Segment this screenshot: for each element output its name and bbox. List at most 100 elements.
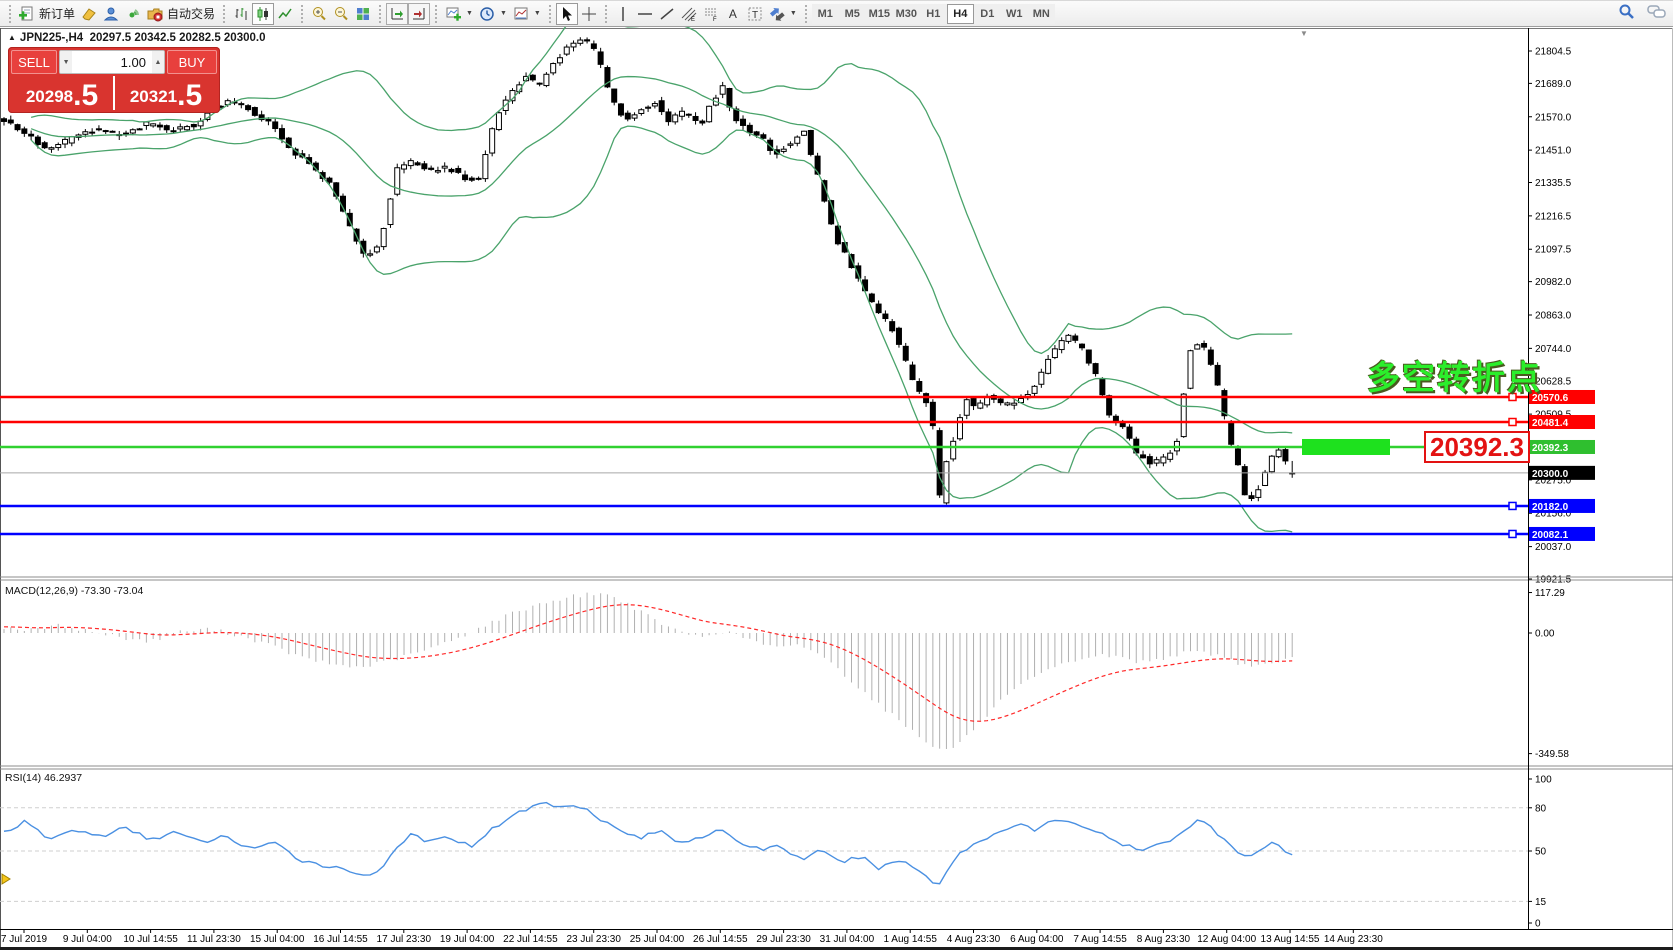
vertical-line-button[interactable] — [612, 3, 634, 25]
tf-mn[interactable]: MN — [1027, 3, 1055, 24]
text-label-button[interactable]: T — [744, 3, 766, 25]
cursor-button[interactable] — [555, 2, 578, 25]
svg-text:9 Jul 04:00: 9 Jul 04:00 — [63, 934, 112, 945]
tf-m15[interactable]: M15 — [865, 3, 893, 24]
svg-text:100: 100 — [1535, 775, 1552, 786]
volume-up-button[interactable]: ▲ — [151, 51, 164, 73]
macd-indicator-label: MACD(12,26,9) -73.30 -73.04 — [5, 585, 144, 597]
buy-price-whole: 20321 — [129, 87, 178, 106]
bar-chart-icon — [233, 6, 249, 22]
equidistant-channel-icon: E — [681, 6, 697, 22]
new-order-label: 新订单 — [39, 7, 76, 21]
zoom-in-icon — [311, 6, 327, 22]
sell-button[interactable]: SELL — [11, 50, 57, 74]
bollinger-band[interactable] — [30, 75, 1293, 434]
svg-text:21451.0: 21451.0 — [1535, 146, 1572, 157]
bar-chart-button[interactable] — [230, 3, 252, 25]
svg-text:12 Aug 04:00: 12 Aug 04:00 — [1197, 934, 1256, 945]
svg-text:T: T — [752, 10, 758, 21]
toolbar-grip — [223, 4, 226, 23]
vertical-line-icon — [615, 6, 631, 22]
svg-text:F: F — [713, 17, 717, 22]
svg-text:50: 50 — [1535, 847, 1547, 858]
volume-input[interactable] — [72, 51, 152, 73]
chat-icon[interactable] — [1647, 3, 1666, 19]
svg-text:0: 0 — [1535, 919, 1541, 930]
svg-text:7 Aug 14:55: 7 Aug 14:55 — [1073, 934, 1127, 945]
toolbar-grip — [301, 4, 304, 23]
period-dropdown[interactable]: ▼ — [476, 3, 510, 25]
svg-text:21335.5: 21335.5 — [1535, 178, 1572, 189]
candlestick-chart-icon — [255, 6, 271, 22]
svg-text:10 Jul 14:55: 10 Jul 14:55 — [123, 934, 178, 945]
cursor-icon — [559, 6, 575, 22]
sell-price[interactable]: 20298 .5 — [11, 76, 115, 110]
zoom-in-button[interactable] — [308, 3, 330, 25]
chevron-down-icon: ▼ — [466, 10, 473, 17]
svg-text:117.29: 117.29 — [1535, 588, 1565, 599]
svg-text:17 Jul 23:30: 17 Jul 23:30 — [377, 934, 432, 945]
templates-dropdown[interactable]: ▼ — [510, 3, 544, 25]
crosshair-button[interactable] — [578, 3, 600, 25]
toolbar-grip — [435, 4, 438, 23]
toolbar-grip — [9, 4, 11, 23]
tf-m5[interactable]: M5 — [838, 3, 866, 24]
rsi-indicator-label: RSI(14) 46.2937 — [5, 772, 83, 784]
new-order-button[interactable]: 新订单 — [16, 3, 78, 25]
chart-shift-marker[interactable]: ▼ — [1300, 29, 1308, 38]
profile-icon — [103, 6, 119, 22]
svg-text:21689.0: 21689.0 — [1535, 79, 1572, 90]
sell-price-frac: .5 — [73, 78, 99, 112]
volume-down-button[interactable]: ▼ — [60, 51, 73, 73]
horizontal-line-button[interactable] — [634, 3, 656, 25]
auto-trading-button[interactable]: 自动交易 — [144, 3, 218, 25]
line-chart-button[interactable] — [274, 3, 296, 25]
tf-d1[interactable]: D1 — [973, 3, 1001, 24]
svg-text:20300.0: 20300.0 — [1532, 469, 1569, 480]
svg-text:20392.3: 20392.3 — [1532, 443, 1569, 454]
svg-text:23 Jul 23:30: 23 Jul 23:30 — [566, 934, 621, 945]
tile-windows-button[interactable] — [352, 3, 374, 25]
series-start-marker — [1, 873, 11, 885]
price-tag-label[interactable]: 20392.3 — [1424, 431, 1530, 463]
new-chart-dropdown[interactable]: ▼ — [442, 3, 476, 25]
shapes-dropdown[interactable]: ▼ — [766, 3, 800, 25]
toolbar-grip — [379, 4, 382, 23]
svg-text:4 Aug 23:30: 4 Aug 23:30 — [947, 934, 1001, 945]
scroll-to-end-button[interactable] — [386, 2, 409, 25]
annotation-text[interactable]: 多空转折点 — [1367, 359, 1542, 396]
tf-w1[interactable]: W1 — [1000, 3, 1028, 24]
time-axis — [23, 929, 1354, 933]
collapse-icon[interactable]: ▲ — [8, 33, 16, 42]
tf-h4[interactable]: H4 — [946, 3, 974, 24]
signal-button[interactable] — [122, 3, 144, 25]
svg-text:7 Jul 2019: 7 Jul 2019 — [1, 934, 48, 945]
bollinger-band[interactable] — [30, 125, 1293, 533]
tf-m1[interactable]: M1 — [811, 3, 839, 24]
text-button[interactable]: A — [722, 3, 744, 25]
zoom-out-button[interactable] — [330, 3, 352, 25]
search-icon[interactable] — [1617, 3, 1634, 19]
buy-price[interactable]: 20321 .5 — [115, 76, 217, 110]
toolbar-right — [1617, 3, 1666, 19]
tf-m30[interactable]: M30 — [892, 3, 920, 24]
svg-text:20275.0: 20275.0 — [1535, 475, 1572, 486]
svg-text:20628.5: 20628.5 — [1535, 376, 1572, 387]
tf-h1[interactable]: H1 — [919, 3, 947, 24]
svg-text:20037.0: 20037.0 — [1535, 542, 1572, 553]
eraser-button[interactable] — [78, 3, 100, 25]
profile-button[interactable] — [100, 3, 122, 25]
buy-button[interactable]: BUY — [167, 50, 217, 74]
green-rectangle[interactable] — [1302, 438, 1390, 455]
toolbar-grip — [548, 4, 551, 23]
fibonacci-button[interactable]: F — [700, 3, 722, 25]
candlestick-chart-button[interactable] — [252, 2, 275, 25]
one-click-trading-panel: SELL ▼ ▲ BUY 20298 .5 20321 .5 — [8, 47, 220, 113]
templates-icon — [513, 6, 529, 22]
channel-button[interactable]: E — [678, 3, 700, 25]
auto-scroll-button[interactable] — [408, 2, 431, 25]
trendline-button[interactable] — [656, 3, 678, 25]
svg-text:20082.1: 20082.1 — [1532, 530, 1569, 541]
